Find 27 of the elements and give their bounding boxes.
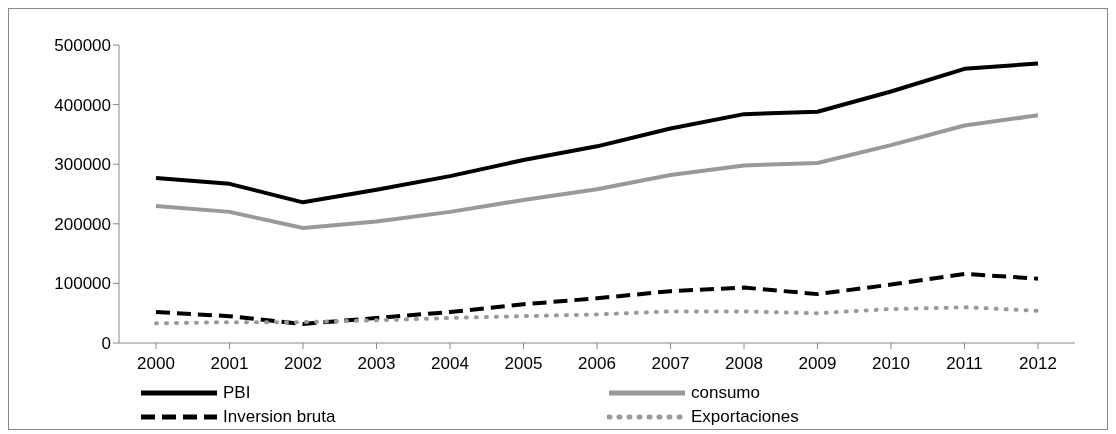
y-tick-label: 400000 [54,95,111,115]
x-tick-label: 2006 [578,354,616,374]
x-tick-label: 2011 [946,354,983,374]
x-tick-label: 2004 [431,354,469,374]
line-series [154,271,1040,326]
y-tick-label: 0 [101,334,111,354]
y-tick-label: 300000 [54,155,111,175]
x-tick-label: 2002 [284,354,322,374]
y-tick-label: 500000 [54,36,111,56]
x-tick-label: 2012 [1019,354,1057,374]
x-tick-label: 2003 [357,354,396,374]
y-tick-label: 100000 [54,274,111,294]
line-series [154,113,1040,230]
line-series [154,61,1040,205]
x-tick-label: 2008 [725,354,763,374]
line-series [154,305,1040,326]
x-tick-label: 2007 [651,354,690,374]
y-tick-label: 200000 [54,214,111,234]
x-tick-label: 2001 [210,354,249,374]
x-tick-label: 2000 [137,354,175,374]
x-tick-label: 2010 [872,354,910,374]
legend-label: PBI [223,383,251,403]
x-tick-label: 2009 [798,354,837,374]
legend-label: Inversion bruta [223,407,336,427]
legend-label: consumo [691,383,760,403]
legend-label: Exportaciones [691,407,799,427]
x-tick-label: 2005 [504,354,543,374]
